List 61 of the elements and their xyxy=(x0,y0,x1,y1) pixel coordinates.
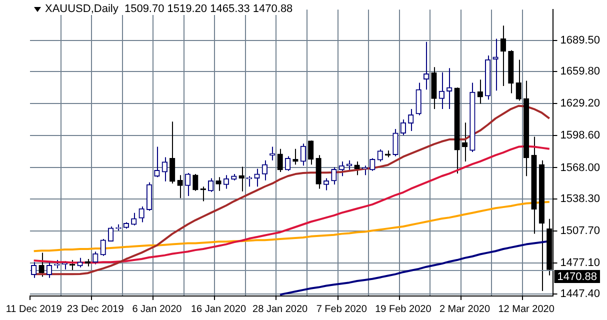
candlestick xyxy=(262,160,268,181)
candlestick xyxy=(162,156,168,182)
candlestick xyxy=(254,168,260,188)
candlestick xyxy=(92,251,98,265)
candlestick xyxy=(284,156,291,172)
candlestick xyxy=(46,262,52,278)
candlestick xyxy=(446,68,452,110)
y-tick-label: 1659.80 xyxy=(560,66,600,78)
candlestick xyxy=(184,172,191,197)
x-tick-label: 19 Feb 2020 xyxy=(375,304,432,315)
candlestick xyxy=(400,119,406,136)
candlestick xyxy=(77,257,83,268)
candlestick xyxy=(177,174,183,199)
candlestick xyxy=(31,262,37,278)
candlestick xyxy=(277,148,283,172)
candlestick xyxy=(354,160,360,176)
candlestick xyxy=(377,148,383,162)
x-tick-label: 12 Mar 2020 xyxy=(498,304,555,315)
candlestick xyxy=(323,178,330,191)
candlestick xyxy=(223,174,230,190)
y-tick-label: 1538.30 xyxy=(560,192,600,205)
y-tick-label: 1477.10 xyxy=(560,257,600,270)
y-tick-label: 1689.50 xyxy=(560,34,600,46)
candlestick xyxy=(292,148,298,166)
x-tick-label: 7 Feb 2020 xyxy=(316,304,368,315)
candlestick xyxy=(416,82,422,116)
candlestick xyxy=(331,166,337,186)
chart-title: XAUUSD,Daily 1509.70 1519.20 1465.33 1470.88 xyxy=(45,3,293,15)
candlestick xyxy=(192,174,198,192)
candlestick xyxy=(392,128,398,157)
candlestick xyxy=(100,238,106,256)
candlestick xyxy=(108,226,114,242)
x-tick-label: 23 Dec 2019 xyxy=(67,304,124,315)
x-tick-label: 11 Dec 2019 xyxy=(6,304,62,315)
candlestick xyxy=(154,146,160,178)
candlestick xyxy=(462,122,468,162)
candlestick xyxy=(477,79,483,104)
y-tick-label: 1447.40 xyxy=(560,288,600,300)
candlestick xyxy=(38,252,44,278)
candlestick xyxy=(208,178,214,192)
candlestick xyxy=(438,72,444,110)
candlestick xyxy=(516,59,522,102)
y-tick-label: 1598.60 xyxy=(560,130,600,142)
candlestick xyxy=(308,140,314,166)
candlestick xyxy=(146,182,152,212)
x-tick-label: 6 Jan 2020 xyxy=(132,304,182,315)
candlestick xyxy=(408,108,414,132)
candlestick xyxy=(500,25,506,86)
y-tick-label: 1507.70 xyxy=(560,225,600,238)
candlestick xyxy=(216,176,222,192)
candlestick xyxy=(370,158,376,172)
x-tick-label: 16 Jan 2020 xyxy=(190,304,246,315)
candlestick xyxy=(138,206,144,223)
x-tick-label: 28 Jan 2020 xyxy=(252,304,308,315)
y-tick-label: 1568.00 xyxy=(560,162,600,174)
ref-line-label: 1470.88 xyxy=(557,271,598,284)
y-tick-label: 1629.20 xyxy=(560,98,600,110)
candlestick xyxy=(300,143,306,166)
x-tick-label: 2 Mar 2020 xyxy=(439,304,490,315)
candlestick xyxy=(423,41,430,90)
candlestick xyxy=(170,121,176,184)
